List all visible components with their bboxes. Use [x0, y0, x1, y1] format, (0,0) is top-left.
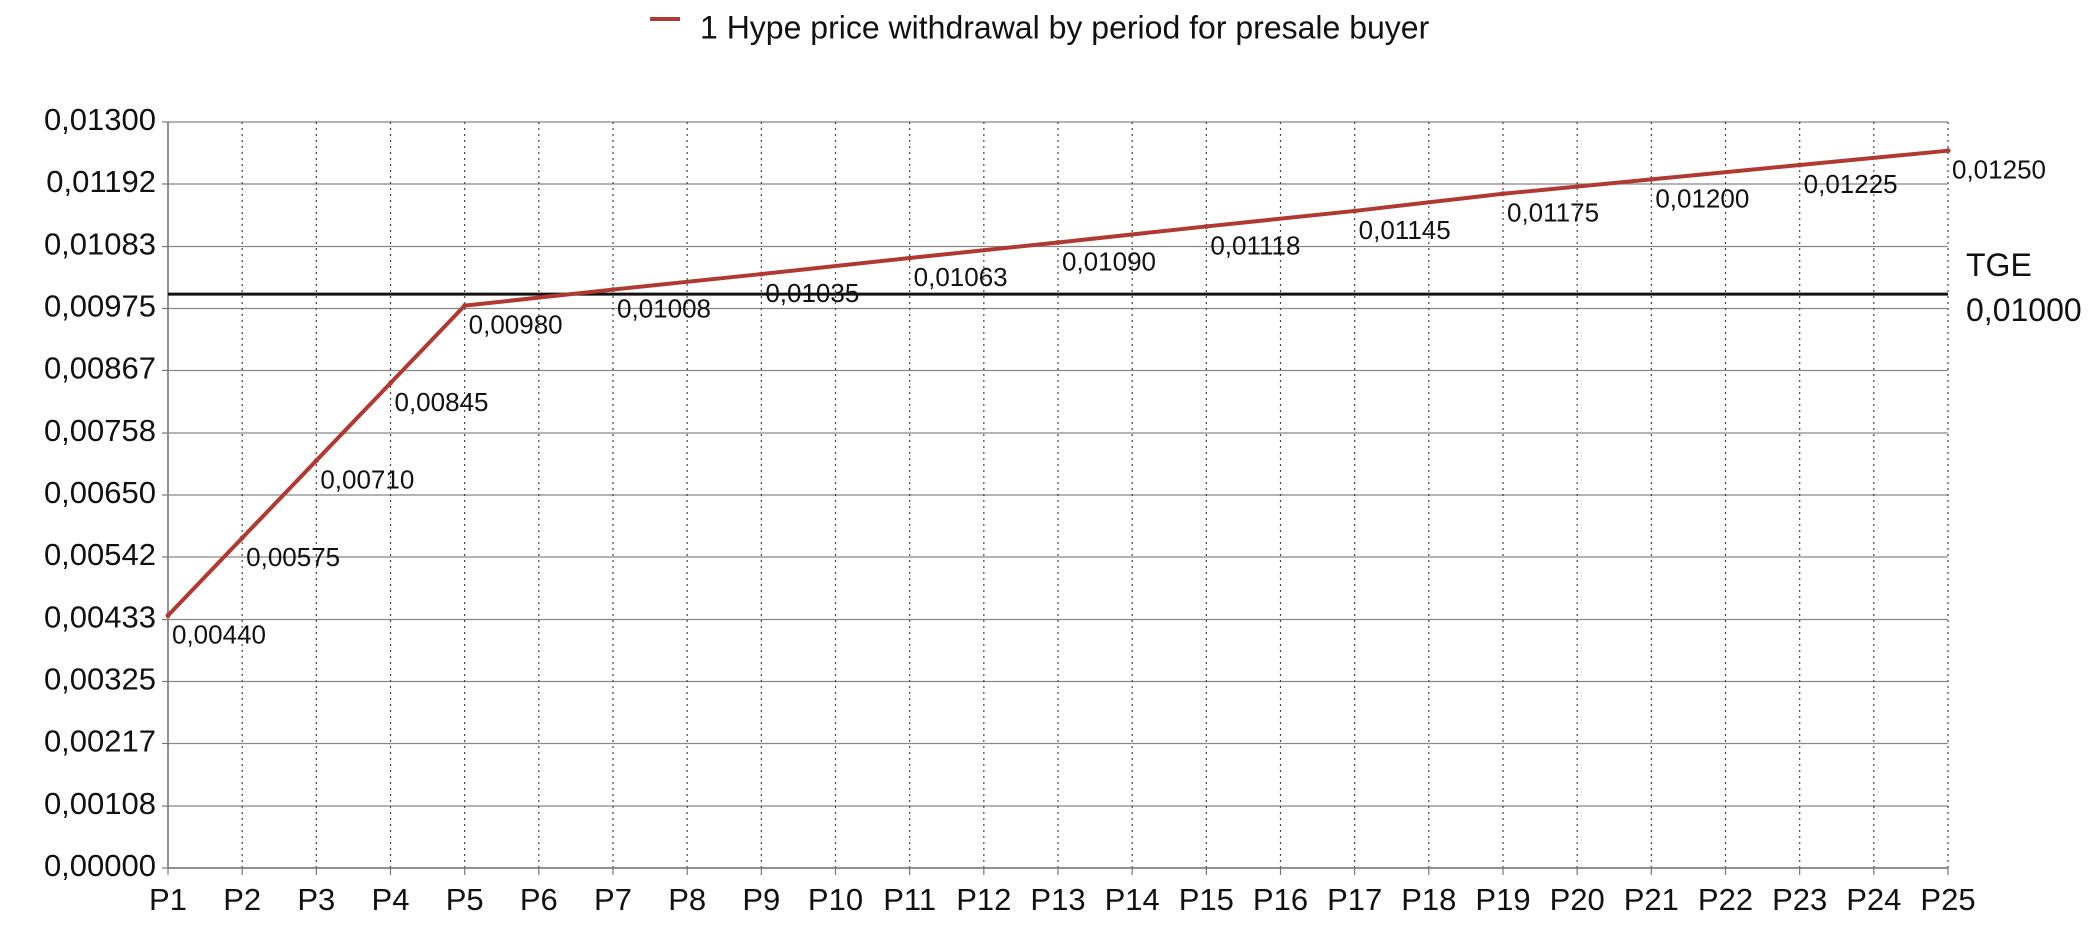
data-point: [239, 535, 245, 541]
x-tick-label: P18: [1401, 882, 1456, 917]
data-point: [1352, 208, 1358, 214]
x-tick-label: P8: [668, 882, 706, 917]
grid: [168, 121, 1949, 869]
x-tick-label: P6: [520, 882, 558, 917]
series-line: [166, 148, 1950, 618]
y-tick-label: 0,00433: [44, 600, 156, 635]
y-tick-label: 0,00975: [44, 289, 156, 324]
data-label: 0,01225: [1804, 169, 1898, 199]
y-tick-label: 0,01192: [46, 164, 156, 199]
data-label: 0,01118: [1210, 230, 1300, 260]
legend: 1 Hype price withdrawal by period for pr…: [650, 9, 1430, 45]
x-tick-label: P4: [372, 882, 410, 917]
y-tick-label: 0,01300: [44, 102, 156, 137]
y-tick-label: 0,00217: [44, 724, 156, 759]
data-label: 0,01200: [1655, 183, 1749, 213]
data-point: [1648, 176, 1654, 182]
data-point: [1500, 191, 1506, 197]
x-tick-label: P1: [149, 882, 187, 917]
y-tick-label: 0,00000: [44, 848, 156, 883]
x-tick-label: P13: [1030, 882, 1085, 917]
data-label: 0,00710: [320, 465, 414, 495]
data-label: 0,00980: [469, 310, 563, 340]
tge-reference-value: 0,01000: [1966, 292, 2082, 328]
data-label: 0,01063: [914, 262, 1008, 292]
tge-reference-name: TGE: [1966, 247, 2032, 283]
data-label: 0,01035: [765, 278, 859, 308]
y-tick-label: 0,00758: [44, 413, 156, 448]
data-point: [462, 303, 468, 309]
x-tick-label: P5: [446, 882, 484, 917]
x-tick-label: P10: [808, 882, 863, 917]
x-tick-label: P22: [1698, 882, 1753, 917]
legend-label: 1 Hype price withdrawal by period for pr…: [700, 9, 1430, 45]
data-point: [1797, 162, 1803, 168]
x-tick-label: P21: [1624, 882, 1679, 917]
data-point: [907, 255, 913, 261]
y-tick-label: 0,00867: [44, 351, 156, 386]
x-tick-label: P12: [956, 882, 1011, 917]
data-point: [388, 380, 393, 386]
data-point: [1945, 148, 1951, 154]
x-tick-label: P3: [297, 882, 335, 917]
x-tick-label: P24: [1846, 882, 1901, 917]
data-label: 0,00575: [246, 542, 340, 572]
x-tick-label: P19: [1475, 882, 1530, 917]
y-tick-label: 0,00650: [44, 475, 156, 510]
x-tick-label: P7: [594, 882, 632, 917]
data-point: [165, 613, 171, 619]
series-layer: [165, 148, 1951, 619]
data-label: 0,01008: [617, 294, 711, 324]
y-tick-label: 0,00542: [44, 537, 156, 572]
x-tick-label: P16: [1253, 882, 1308, 917]
x-tick-label: P17: [1327, 882, 1382, 917]
y-tick-label: 0,01083: [44, 227, 156, 262]
data-label: 0,01250: [1952, 155, 2046, 185]
data-label-layer: 0,00440 0,00575 0,00710 0,00845 0,00980 0,010…: [172, 155, 2046, 650]
x-tick-label: P20: [1550, 882, 1605, 917]
data-label: 0,00440: [172, 620, 266, 650]
y-tick-label: 0,00108: [44, 786, 156, 821]
data-point: [1203, 223, 1209, 229]
data-point: [610, 287, 616, 293]
data-label: 0,00845: [395, 387, 489, 417]
data-label: 0,01175: [1507, 198, 1599, 228]
x-tick-label: P25: [1920, 882, 1975, 917]
x-tick-label: P14: [1105, 882, 1160, 917]
x-tick-label: P2: [223, 882, 261, 917]
data-label: 0,01145: [1359, 215, 1451, 245]
data-point: [313, 458, 319, 464]
data-point: [1055, 240, 1061, 246]
axes: 0,00000 0,00108 0,00217 0,00325 0,00433 0,005…: [44, 102, 1976, 917]
x-tick-label: P11: [883, 882, 936, 917]
data-point: [758, 271, 764, 277]
data-label: 0,01090: [1062, 247, 1156, 277]
reference-line-layer: TGE 0,01000: [168, 247, 2082, 328]
x-tick-label: P23: [1772, 882, 1827, 917]
x-tick-label: P9: [742, 882, 780, 917]
x-tick-label: P15: [1179, 882, 1234, 917]
y-tick-label: 0,00325: [44, 662, 156, 697]
